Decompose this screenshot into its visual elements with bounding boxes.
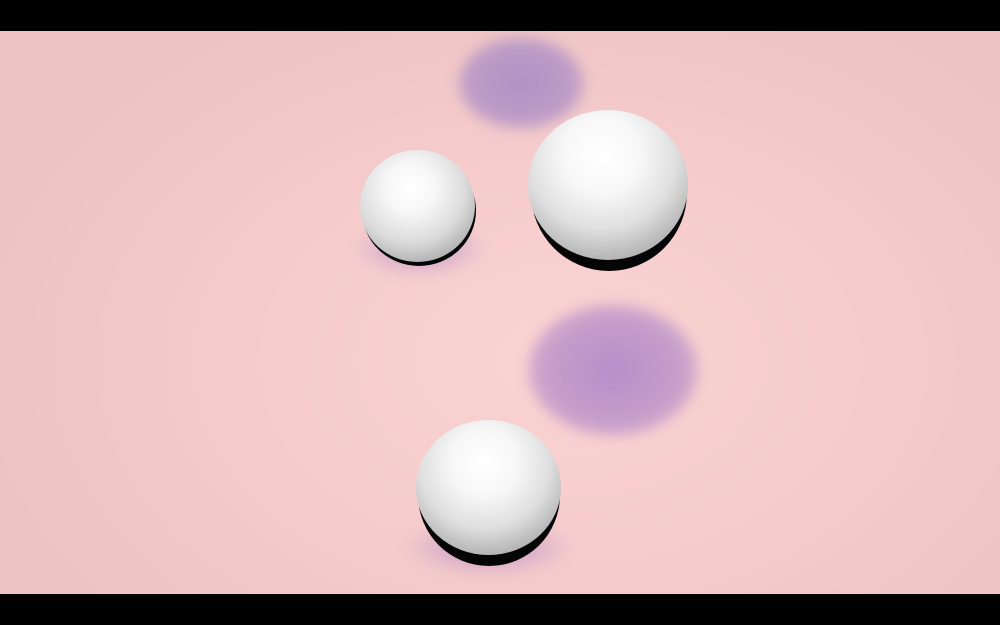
letterbox-bottom-bar — [0, 594, 1000, 625]
large-sphere — [528, 110, 688, 260]
small-sphere — [360, 150, 475, 262]
letterbox-top-bar — [0, 0, 1000, 31]
floating-shadow-top — [458, 37, 584, 129]
bottom-sphere — [416, 420, 561, 555]
render-scene — [0, 31, 1000, 594]
floating-shadow-middle — [528, 304, 698, 436]
